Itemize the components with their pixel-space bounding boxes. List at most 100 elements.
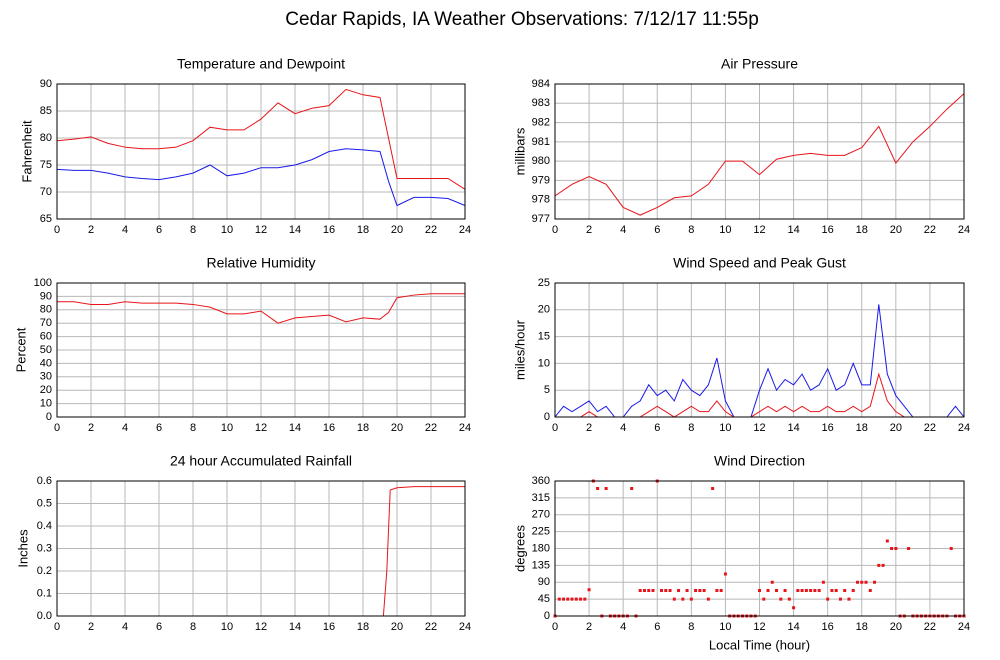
plot-frame bbox=[554, 83, 965, 220]
chart: Temperature and Dewpoint Fahrenheit 65 70 75… bbox=[19, 56, 471, 236]
data-point bbox=[651, 589, 655, 592]
x-tick-label: 12 bbox=[753, 224, 765, 236]
data-point bbox=[574, 597, 578, 601]
y-tick-label: 135 bbox=[532, 559, 550, 571]
x-tick-label: 24 bbox=[459, 224, 471, 236]
data-point bbox=[877, 563, 881, 567]
y-tick-label: 0.0 bbox=[37, 610, 52, 622]
data-point bbox=[907, 547, 911, 550]
x-tick-label: 6 bbox=[654, 224, 660, 236]
y-tick-label: 180 bbox=[532, 542, 550, 554]
x-tick-label: 20 bbox=[890, 422, 902, 434]
y-tick-label: 10 bbox=[538, 357, 550, 369]
x-tick-label: 16 bbox=[323, 422, 335, 434]
x-tick-label: 2 bbox=[586, 422, 592, 434]
x-tick-label: 14 bbox=[289, 224, 301, 236]
x-tick-label: 18 bbox=[357, 224, 369, 236]
y-tick-label: 981 bbox=[532, 136, 550, 148]
x-tick-label: 4 bbox=[620, 621, 626, 633]
data-point bbox=[689, 597, 693, 601]
data-point bbox=[868, 589, 872, 592]
x-tick-label: 4 bbox=[122, 422, 128, 434]
y-tick-label: 270 bbox=[532, 509, 550, 521]
x-tick-label: 20 bbox=[890, 224, 902, 236]
y-tick-label: 0.5 bbox=[37, 497, 52, 509]
x-tick-label: 2 bbox=[586, 621, 592, 633]
x-tick-label: 8 bbox=[190, 224, 196, 236]
x-tick-label: 4 bbox=[620, 224, 626, 236]
y-tick-label: 0.1 bbox=[37, 587, 52, 599]
x-tick-label: 22 bbox=[425, 621, 437, 633]
plot-frame bbox=[56, 83, 466, 220]
data-point bbox=[677, 589, 681, 592]
x-tick-label: 12 bbox=[753, 422, 765, 434]
x-tick-label: 24 bbox=[958, 422, 970, 434]
x-tick-label: 12 bbox=[753, 621, 765, 633]
y-tick-label: 360 bbox=[532, 475, 550, 487]
y-tick-label: 978 bbox=[532, 194, 550, 206]
data-point bbox=[566, 597, 570, 601]
x-tick-label: 6 bbox=[156, 621, 162, 633]
y-tick-label: 90 bbox=[40, 290, 52, 302]
y-axis-label: Inches bbox=[15, 529, 30, 568]
x-tick-label: 22 bbox=[924, 621, 936, 633]
x-tick-label: 14 bbox=[289, 422, 301, 434]
data-point bbox=[706, 597, 710, 601]
y-tick-label: 20 bbox=[538, 304, 550, 316]
data-point bbox=[830, 589, 834, 592]
data-point bbox=[596, 487, 600, 490]
x-tick-label: 10 bbox=[719, 224, 731, 236]
y-tick-label: 225 bbox=[532, 526, 550, 538]
page-title: Cedar Rapids, IA Weather Observations: 7… bbox=[285, 9, 759, 30]
x-tick-label: 8 bbox=[190, 621, 196, 633]
x-tick-label: 0 bbox=[54, 422, 60, 434]
x-tick-label: 14 bbox=[787, 422, 799, 434]
data-point bbox=[847, 597, 851, 601]
x-tick-label: 6 bbox=[654, 621, 660, 633]
data-point bbox=[821, 580, 825, 584]
x-tick-label: 22 bbox=[425, 224, 437, 236]
data-point bbox=[894, 547, 898, 550]
y-tick-label: 15 bbox=[538, 331, 550, 343]
y-tick-label: 0.4 bbox=[37, 520, 52, 532]
x-tick-label: 10 bbox=[221, 621, 233, 633]
data-point bbox=[800, 589, 804, 592]
y-tick-label: 20 bbox=[40, 384, 52, 396]
x-tick-label: 10 bbox=[719, 621, 731, 633]
x-tick-label: 0 bbox=[552, 621, 558, 633]
data-point bbox=[860, 580, 864, 584]
y-tick-label: 40 bbox=[40, 357, 52, 369]
data-point bbox=[698, 589, 702, 592]
data-point bbox=[630, 487, 634, 490]
x-tick-label: 14 bbox=[787, 621, 799, 633]
y-tick-label: 315 bbox=[532, 492, 550, 504]
data-point bbox=[604, 487, 608, 490]
x-tick-label: 20 bbox=[391, 422, 403, 434]
data-point bbox=[792, 606, 796, 610]
x-tick-label: 22 bbox=[924, 224, 936, 236]
x-tick-label: 18 bbox=[357, 621, 369, 633]
data-point bbox=[685, 589, 689, 592]
x-tick-label: 22 bbox=[924, 422, 936, 434]
data-point bbox=[826, 597, 830, 601]
y-axis-label: degrees bbox=[512, 525, 527, 572]
x-tick-label: 0 bbox=[552, 224, 558, 236]
chart: 24 hour Accumulated Rainfall Inches 0.0 0.1… bbox=[15, 453, 471, 633]
x-tick-label: 14 bbox=[787, 224, 799, 236]
x-tick-label: 16 bbox=[323, 621, 335, 633]
data-point bbox=[766, 589, 770, 592]
x-tick-label: 18 bbox=[357, 422, 369, 434]
y-tick-label: 90 bbox=[40, 78, 52, 90]
y-tick-label: 5 bbox=[544, 384, 550, 396]
y-tick-label: 0.3 bbox=[37, 542, 52, 554]
x-tick-label: 16 bbox=[822, 422, 834, 434]
x-axis-label: Local Time (hour) bbox=[709, 637, 810, 652]
y-tick-label: 977 bbox=[532, 213, 550, 225]
x-tick-label: 0 bbox=[552, 422, 558, 434]
data-point bbox=[855, 580, 859, 584]
plot-frame bbox=[56, 282, 466, 418]
chart: Wind Speed and Peak Gust miles/hour 0 5 10 15… bbox=[512, 255, 970, 434]
y-tick-label: 90 bbox=[538, 576, 550, 588]
y-tick-label: 0 bbox=[46, 411, 52, 423]
y-tick-label: 50 bbox=[40, 344, 52, 356]
